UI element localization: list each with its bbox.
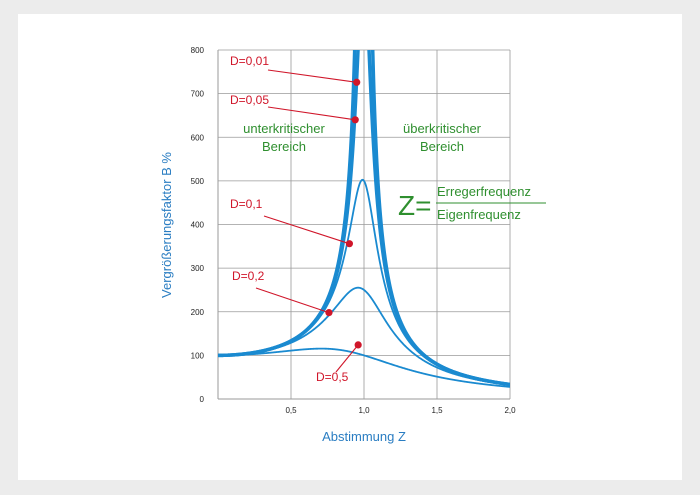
region-right-line2: Bereich (420, 139, 464, 154)
annotation-marker (345, 240, 353, 248)
annotation-marker (353, 78, 361, 86)
x-tick-label: 1,0 (358, 406, 370, 415)
y-axis-title: Vergrößerungsfaktor B % (159, 152, 174, 298)
formula-numerator: Erregerfrequenz (437, 184, 531, 199)
y-tick-label: 400 (191, 221, 205, 230)
region-left-line1: unterkritischer (243, 121, 325, 136)
y-tick-label: 200 (191, 308, 205, 317)
annotation-leader (267, 69, 357, 83)
y-tick-label: 100 (191, 351, 205, 360)
annotation-label: D=0,2 (232, 269, 265, 283)
y-tick-label: 500 (191, 177, 205, 186)
annotation-marker (325, 309, 333, 317)
curves (218, 50, 510, 388)
curve-d-0-2 (218, 286, 510, 386)
formula-denominator: Eigenfrequenz (437, 207, 521, 222)
x-tick-label: 1,5 (431, 406, 443, 415)
tick-labels: 0 100 200 300 400 500 600 700 800 0,5 1,0 1,5 2,0 (191, 46, 516, 415)
annotation-leader (263, 215, 350, 245)
y-tick-label: 0 (200, 395, 205, 404)
y-tick-label: 300 (191, 264, 205, 273)
annotation-marker (351, 116, 359, 124)
x-axis-title: Abstimmung Z (322, 429, 406, 444)
annotations: D=0,01 D=0,05 D=0,1 D=0,2 D=0,5 (230, 54, 362, 384)
curve-d-0-5 (218, 347, 510, 388)
y-tick-label: 600 (191, 133, 205, 142)
annotation-leader (335, 344, 359, 373)
annotation-label: D=0,05 (230, 93, 269, 107)
annotation-label: D=0,5 (316, 370, 349, 384)
annotation-leader (255, 287, 330, 314)
annotation-label: D=0,1 (230, 197, 263, 211)
region-right-line1: überkritischer (403, 121, 482, 136)
annotation-marker (354, 341, 362, 349)
curve-dashed (218, 50, 510, 386)
x-tick-label: 2,0 (504, 406, 516, 415)
y-tick-label: 800 (191, 46, 205, 55)
annotation-label: D=0,01 (230, 54, 269, 68)
formula-symbol: Z= (398, 190, 431, 221)
y-tick-label: 700 (191, 90, 205, 99)
region-left-line2: Bereich (262, 139, 306, 154)
x-tick-label: 0,5 (285, 406, 297, 415)
annotation-leader (267, 106, 356, 121)
